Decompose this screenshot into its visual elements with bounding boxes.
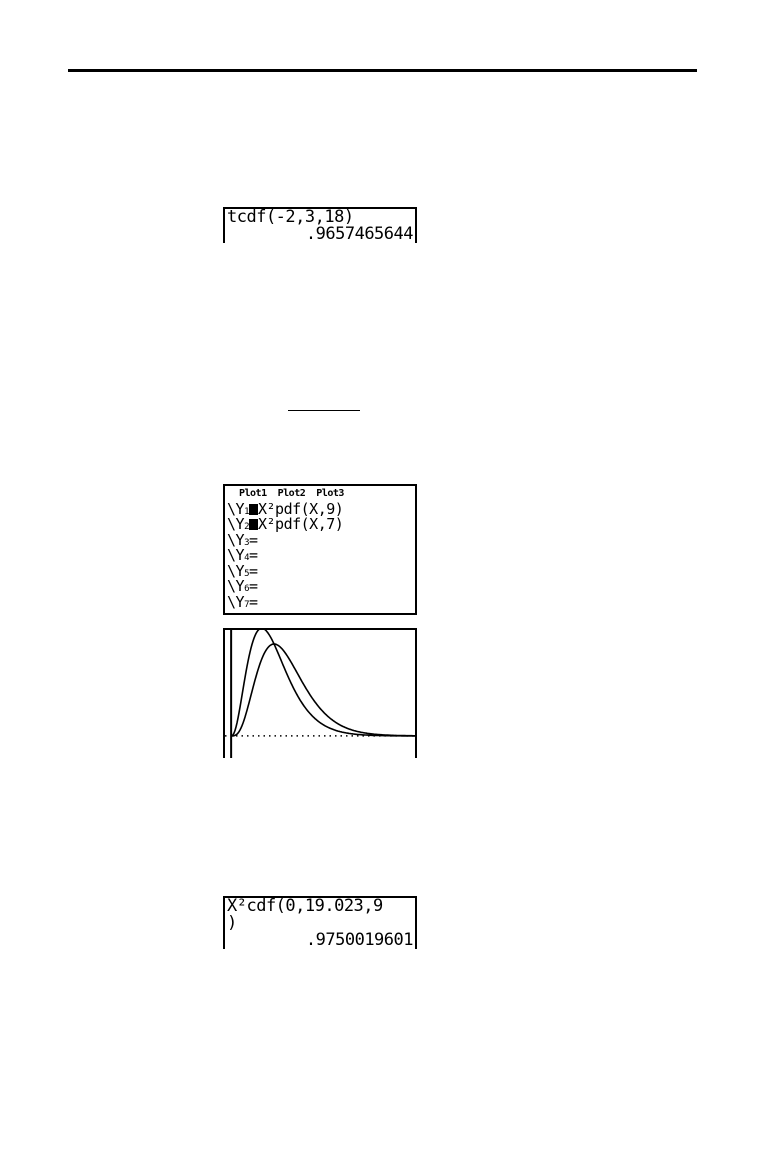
plot-style-icon: \ [227, 592, 236, 611]
calculator-screen-y-editor: Plot1 Plot2 Plot3 \Y1 X²pdf(X,9) \Y2 X²pdf(… [223, 484, 417, 615]
y-function-row[interactable]: \Y7= [225, 592, 415, 611]
y-var-label: Y [235, 577, 245, 595]
y-var-label: Y [235, 515, 245, 533]
plot-style-icon: \ [227, 499, 236, 518]
y-function-row[interactable]: \Y1 X²pdf(X,9) [225, 499, 415, 518]
equals-sign: = [248, 530, 258, 549]
y-function-row[interactable]: \Y3= [225, 530, 415, 549]
y-var-index: 7 [244, 599, 249, 610]
plot-style-icon: \ [227, 515, 236, 533]
fraction-rule [288, 410, 360, 411]
y-var-index: 1 [244, 506, 249, 517]
y-function-row[interactable]: \Y5= [225, 561, 415, 580]
y-var-index: 4 [244, 553, 249, 563]
selected-equals-icon[interactable] [248, 503, 258, 515]
equals-sign: = [248, 592, 258, 611]
y-var-label: Y [235, 499, 245, 518]
plot-style-icon: \ [227, 577, 236, 595]
y-var-label: Y [235, 530, 245, 549]
y-expression[interactable]: X²pdf(X,7) [257, 515, 344, 533]
screen-input-line: X²cdf(0,19.023,9 [227, 896, 383, 916]
y-var-index: 6 [244, 584, 249, 594]
y-var-label: Y [235, 592, 245, 611]
y-var-label: Y [235, 561, 245, 580]
header-rule [68, 69, 697, 72]
screen-input-line-cont: ) [227, 913, 237, 933]
curve-df-7 [231, 630, 415, 737]
equals-sign: = [248, 577, 258, 595]
equals-sign: = [248, 561, 258, 580]
calculator-screen-tcdf: tcdf(-2,3,18) .9657465644 [223, 207, 417, 243]
y-var-index: 3 [244, 537, 249, 548]
y-var-label: Y [235, 546, 245, 564]
selected-equals-icon[interactable] [248, 519, 258, 530]
plot-style-icon: \ [227, 546, 236, 564]
plot-style-icon: \ [227, 561, 236, 580]
equals-sign: = [248, 546, 258, 564]
y-var-index: 5 [244, 568, 249, 579]
calculator-screen-chi-cdf: X²cdf(0,19.023,9 ) .9750019601 [223, 896, 417, 949]
y-function-row[interactable]: \Y2 X²pdf(X,7) [225, 515, 415, 533]
plot-selectors: Plot1 Plot2 Plot3 [239, 488, 344, 499]
screen-result-line: .9657465644 [305, 224, 414, 244]
calculator-screen-graph [223, 628, 417, 758]
y-expression[interactable]: X²pdf(X,9) [257, 499, 344, 518]
chi-square-graph [225, 630, 415, 758]
y-var-index: 2 [244, 522, 249, 532]
screen-result-line: .9750019601 [305, 930, 414, 950]
plot-style-icon: \ [227, 530, 236, 549]
curve-df-9 [232, 643, 415, 737]
y-function-row[interactable]: \Y6= [225, 577, 415, 595]
y-function-row[interactable]: \Y4= [225, 546, 415, 564]
screen-input-line: tcdf(-2,3,18) [227, 207, 354, 227]
